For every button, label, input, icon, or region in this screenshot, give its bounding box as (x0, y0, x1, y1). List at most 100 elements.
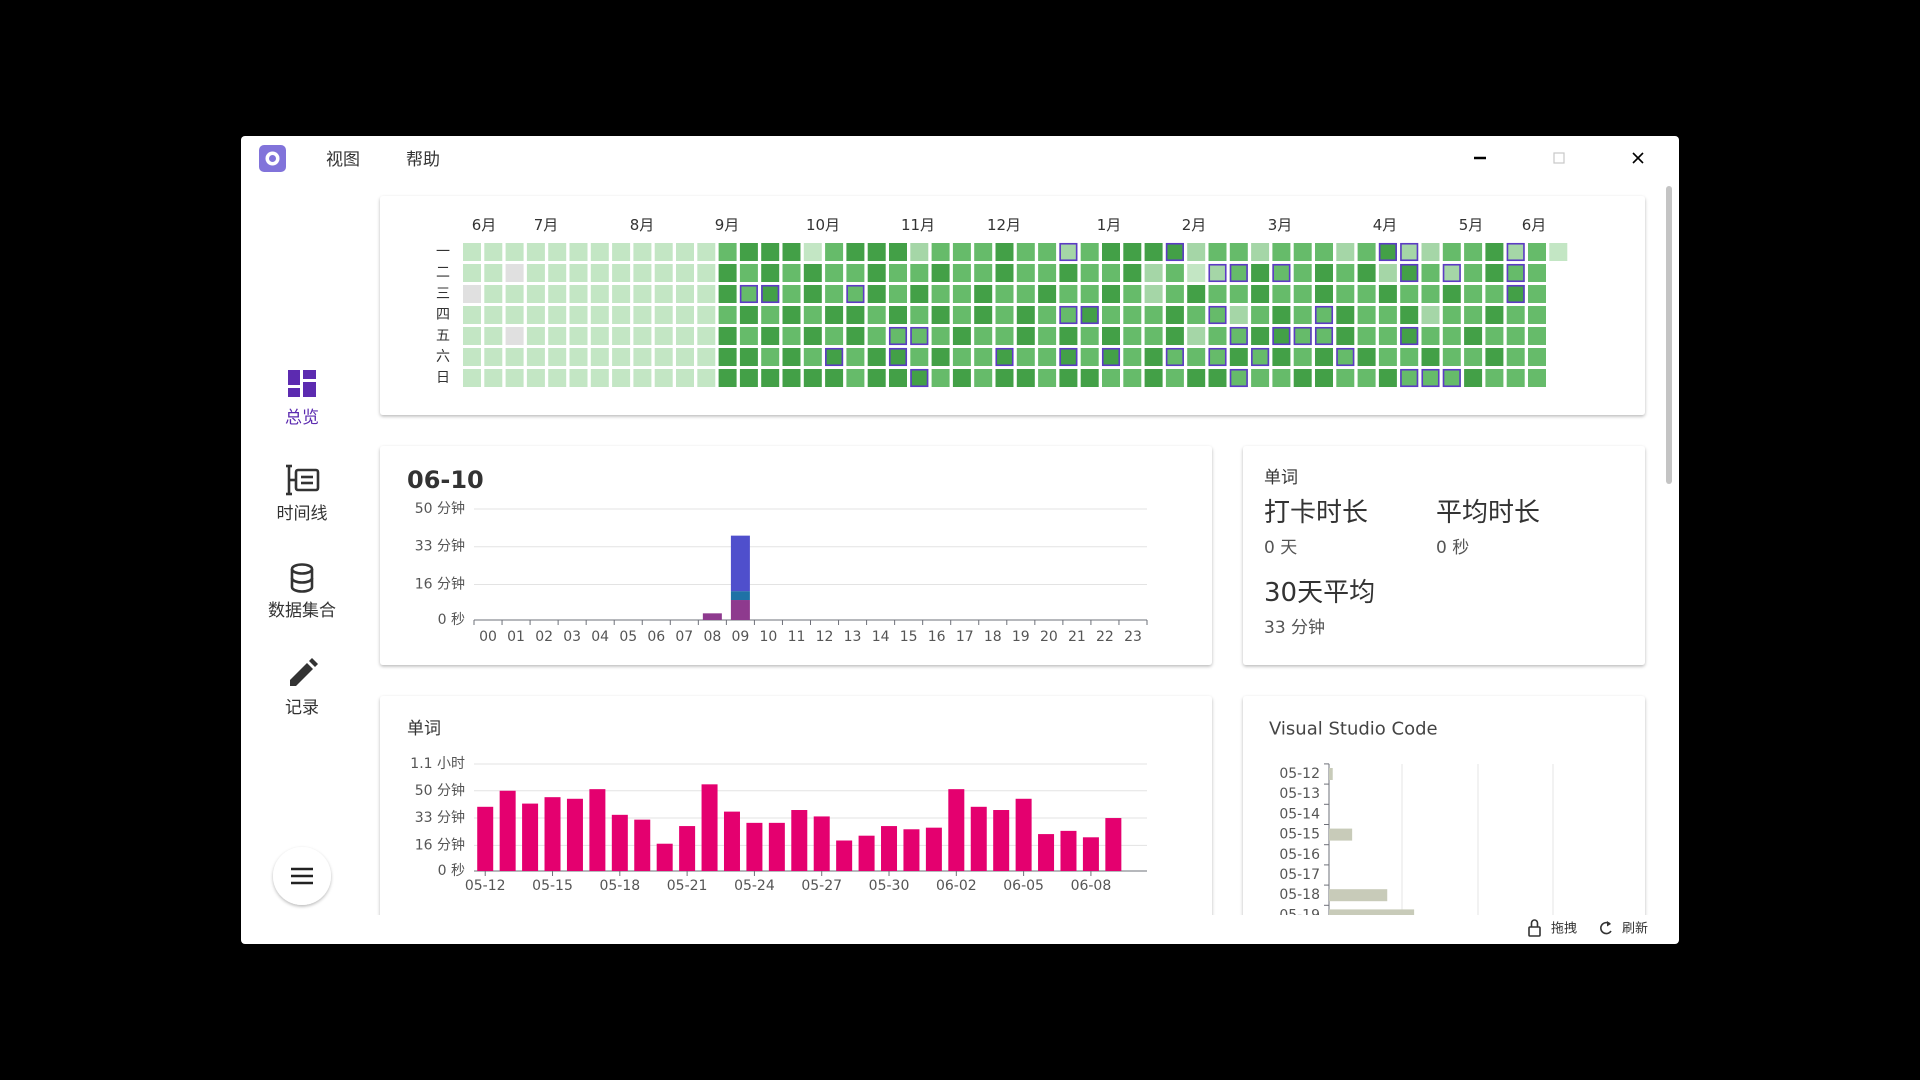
menu-item[interactable]: 视图 (326, 150, 360, 170)
maximize-button[interactable] (1553, 152, 1565, 164)
bar (948, 789, 965, 871)
heatmap-cell (484, 327, 503, 345)
heatmap-cell (952, 285, 971, 303)
heatmap-cell (676, 285, 694, 303)
heatmap-cell (590, 348, 609, 366)
dashboard-icon (288, 370, 316, 397)
heatmap-cell (1272, 369, 1291, 387)
refresh-icon (1607, 921, 1611, 927)
heatmap-cell (952, 327, 971, 345)
heatmap-cell (718, 306, 737, 324)
heatmap-cell (931, 327, 950, 345)
heatmap-cell (1144, 327, 1163, 345)
bar (730, 535, 750, 592)
heatmap-cell (782, 327, 801, 345)
heatmap-cell (1442, 264, 1461, 282)
nav-item[interactable]: 总览 (285, 370, 319, 428)
x-tick-label: 08 (703, 629, 721, 645)
heatmap-cell (697, 348, 716, 366)
heatmap-cell (1528, 285, 1546, 303)
heatmap-cell (463, 306, 481, 324)
heatmap-cell (1378, 348, 1397, 366)
heatmap-cell (995, 285, 1014, 303)
nav-item[interactable]: 数据集合 (268, 563, 336, 622)
heatmap-cell (1421, 243, 1440, 261)
bar (1329, 768, 1333, 780)
heatmap-cell (1378, 243, 1397, 261)
heatmap-cell (1229, 327, 1248, 345)
heatmap-cell (526, 369, 545, 387)
bar (730, 600, 750, 620)
heatmap-cell (889, 348, 907, 366)
heatmap-cell (1293, 327, 1312, 345)
y-tick-label: 16 分钟 (415, 836, 465, 853)
heatmap-cell (1528, 348, 1546, 366)
heatmap-cell (697, 327, 716, 345)
heatmap-highlight (1059, 305, 1078, 325)
heatmap-cell (846, 369, 865, 387)
heatmap-cell (782, 348, 801, 366)
month-label: 9月 (715, 216, 740, 234)
heatmap-cell (1102, 348, 1120, 366)
y-tick-label: 16 分钟 (415, 575, 465, 592)
heatmap-cell (952, 243, 971, 261)
status-label: 拖拽 (1551, 922, 1577, 937)
bar (746, 822, 763, 871)
x-tick-label: 20 (1040, 629, 1058, 645)
heatmap-cell (1144, 285, 1163, 303)
heatmap-cell (548, 264, 567, 282)
main-area: 06-10 单词 Visual Studio Code 单词 打卡时长 0 天 … (380, 196, 1645, 915)
heatmap-cell (612, 348, 631, 366)
bar (1082, 837, 1099, 871)
x-tick-label: 01 (507, 629, 525, 645)
lock-toggle[interactable]: 拖拽 (1528, 919, 1577, 937)
heatmap-cell (995, 264, 1014, 282)
bar (477, 806, 494, 871)
heatmap-cell (1251, 264, 1270, 282)
heatmap-highlight (1442, 263, 1461, 283)
menu-item[interactable]: 帮助 (406, 150, 440, 170)
heatmap-cell (1357, 369, 1376, 387)
bar (1060, 830, 1077, 871)
month-label: 6月 (1522, 216, 1547, 234)
heatmap-highlight (1314, 326, 1334, 346)
y-tick-label: 1.1 小时 (410, 756, 465, 772)
heatmap-cell (1464, 369, 1483, 387)
heatmap-cell (1187, 348, 1206, 366)
heatmap-highlight (1400, 263, 1419, 283)
heatmap-cell (1400, 285, 1419, 303)
heatmap-cell (1528, 306, 1546, 324)
heatmap-highlight (910, 368, 929, 388)
close-button[interactable] (1632, 152, 1644, 164)
heatmap-cell (1485, 369, 1504, 387)
heatmap-cell (1229, 264, 1248, 282)
heatmap-cell (1016, 243, 1035, 261)
refresh-button[interactable]: 刷新 (1600, 921, 1648, 937)
bar (634, 819, 651, 871)
heatmap-cell (1187, 327, 1206, 345)
heatmap-highlight (995, 347, 1014, 367)
heatmap-cell (1293, 243, 1312, 261)
heatmap-cell (825, 327, 844, 345)
heatmap-cell (612, 306, 631, 324)
nav-item[interactable]: 记录 (285, 658, 319, 718)
heatmap-cell (633, 327, 652, 345)
heatmap-cell (782, 285, 801, 303)
heatmap-cell (1272, 327, 1291, 345)
heatmap-cell (1165, 285, 1184, 303)
heatmap-cell (1123, 285, 1142, 303)
heatmap-cell (1336, 306, 1355, 324)
nav-item[interactable]: 时间线 (277, 464, 328, 524)
heatmap-cell (1123, 243, 1142, 261)
heatmap-cell (548, 285, 567, 303)
heatmap-highlight (1229, 368, 1248, 388)
heatmap-cell (867, 327, 886, 345)
heatmap-cell (1400, 264, 1419, 282)
heatmap-cell (889, 306, 907, 324)
heatmap-cell (1208, 348, 1227, 366)
scrollbar[interactable] (1666, 186, 1672, 484)
month-label: 10月 (806, 216, 840, 234)
heatmap-cell (654, 369, 673, 387)
heatmap-cell (1464, 285, 1483, 303)
menu-fab[interactable] (273, 847, 331, 905)
